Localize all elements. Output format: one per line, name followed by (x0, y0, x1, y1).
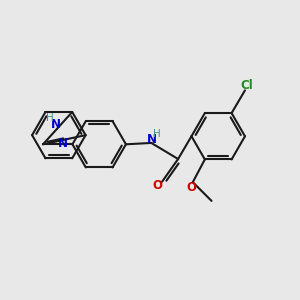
Text: Cl: Cl (241, 79, 253, 92)
Text: N: N (147, 134, 157, 146)
Text: O: O (187, 181, 197, 194)
Text: N: N (58, 137, 68, 150)
Text: N: N (51, 118, 61, 131)
Text: H: H (46, 113, 54, 123)
Text: O: O (152, 179, 162, 192)
Text: H: H (153, 129, 161, 139)
